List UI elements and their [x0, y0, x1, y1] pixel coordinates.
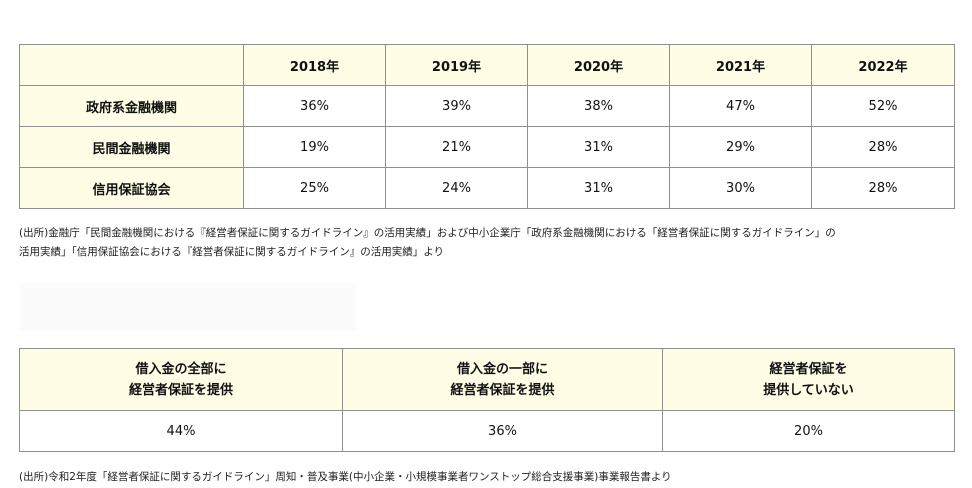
- header-line: 提供していない: [763, 382, 854, 398]
- header-year-2019: 2019年: [385, 44, 528, 86]
- header-corner: [19, 44, 244, 86]
- header-line: 借入金の一部に: [456, 361, 548, 377]
- source-note-1: (出所)金融庁「民間金融機関における『経営者保証に関するガイドライン』の活用実績…: [19, 224, 959, 262]
- table-cell: 38%: [527, 85, 670, 127]
- header-no-guarantee: 経営者保証を 提供していない: [662, 348, 955, 411]
- table-row: 民間金融機関 19% 21% 31% 29% 28%: [19, 126, 955, 168]
- table-cell: 29%: [669, 126, 812, 168]
- header-partial-guarantee: 借入金の一部に 経営者保証を提供: [342, 348, 663, 411]
- header-year-2021: 2021年: [669, 44, 812, 86]
- table-row: 政府系金融機関 36% 39% 38% 47% 52%: [19, 85, 955, 127]
- table-row: 信用保証協会 25% 24% 31% 30% 28%: [19, 167, 955, 209]
- header-year-2018: 2018年: [243, 44, 386, 86]
- source-note-line: 活用実績」「信用保証協会における『経営者保証に関するガイドライン』の活用実績」よ…: [19, 246, 445, 258]
- row-label: 政府系金融機関: [19, 85, 244, 127]
- header-line: 経営者保証を提供: [128, 382, 233, 398]
- table-cell: 36%: [342, 410, 663, 452]
- guarantee-usage-table: 2018年 2019年 2020年 2021年 2022年 政府系金融機関 36…: [19, 44, 955, 209]
- table-cell: 21%: [385, 126, 528, 168]
- header-line: 借入金の全部に: [135, 361, 227, 377]
- table-cell: 39%: [385, 85, 528, 127]
- header-year-2020: 2020年: [527, 44, 670, 86]
- header-year-2022: 2022年: [811, 44, 955, 86]
- table-cell: 30%: [669, 167, 812, 209]
- table-header-row: 借入金の全部に 経営者保証を提供 借入金の一部に 経営者保証を提供 経営者保証を…: [19, 348, 955, 411]
- header-line: 経営者保証を: [769, 361, 848, 377]
- table-cell: 24%: [385, 167, 528, 209]
- table-row: 44% 36% 20%: [19, 410, 955, 452]
- row-label: 民間金融機関: [19, 126, 244, 168]
- source-note-2: (出所)令和2年度「経営者保証に関するガイドライン」周知・普及事業(中小企業・小…: [19, 471, 672, 483]
- header-line: 経営者保証を提供: [450, 382, 555, 398]
- faded-placeholder: [19, 283, 357, 331]
- source-note-line: (出所)金融庁「民間金融機関における『経営者保証に関するガイドライン』の活用実績…: [19, 227, 836, 239]
- table-cell: 47%: [669, 85, 812, 127]
- table-cell: 28%: [811, 126, 955, 168]
- table-cell: 20%: [662, 410, 955, 452]
- guarantee-provision-table: 借入金の全部に 経営者保証を提供 借入金の一部に 経営者保証を提供 経営者保証を…: [19, 348, 955, 452]
- table-cell: 19%: [243, 126, 386, 168]
- row-label: 信用保証協会: [19, 167, 244, 209]
- table-cell: 25%: [243, 167, 386, 209]
- table-cell: 31%: [527, 167, 670, 209]
- table-header-row: 2018年 2019年 2020年 2021年 2022年: [19, 44, 955, 86]
- header-full-guarantee: 借入金の全部に 経営者保証を提供: [19, 348, 343, 411]
- table-cell: 44%: [19, 410, 343, 452]
- table-cell: 52%: [811, 85, 955, 127]
- table-cell: 28%: [811, 167, 955, 209]
- table-cell: 36%: [243, 85, 386, 127]
- table-cell: 31%: [527, 126, 670, 168]
